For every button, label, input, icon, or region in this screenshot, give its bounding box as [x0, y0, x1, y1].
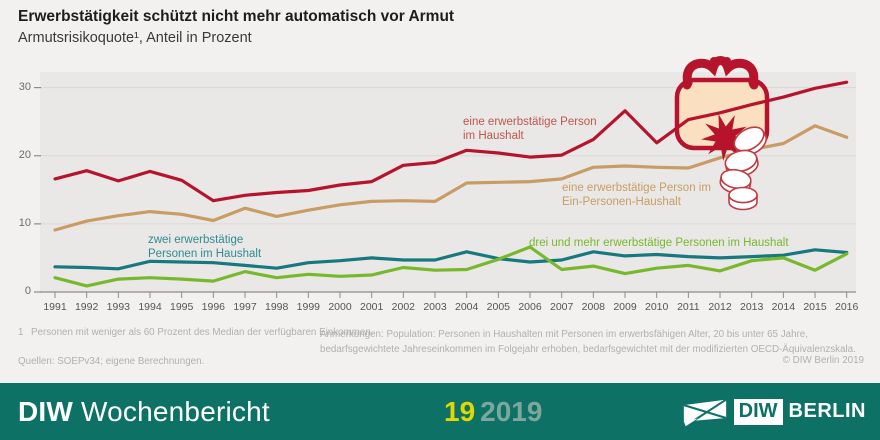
x-axis-tick-label: 2009: [613, 301, 637, 313]
footnote-remarks: Anmerkungen: Population: Personen in Hau…: [320, 329, 856, 355]
issue-number: 19: [444, 395, 476, 427]
x-axis-tick-label: 1991: [43, 301, 67, 313]
issue-year: 2019: [480, 395, 543, 427]
y-axis-tick-label: 10: [18, 216, 31, 229]
x-axis-tick-label: 2016: [835, 301, 859, 313]
x-axis-tick-label: 2002: [391, 301, 416, 313]
x-axis-tick-label: 1996: [201, 301, 225, 313]
x-axis-tick-label: 2008: [581, 301, 606, 313]
x-axis-tick-label: 1998: [264, 301, 289, 313]
chart-subtitle: Armutsrisikoquote¹, Anteil in Prozent: [18, 30, 252, 46]
copyright-notice: © DIW Berlin 2019: [782, 355, 864, 366]
series-label-single-person-household: eine erwerbstätige Person im Ein-Persone…: [562, 182, 711, 208]
logo-berlin-text: BERLIN: [788, 400, 866, 422]
series-label-two-earners: zwei erwerbstätige Personen im Haushalt: [148, 234, 262, 260]
coin-icon: [724, 149, 759, 178]
x-axis-tick-label: 2012: [708, 301, 732, 313]
x-axis-tick-label: 2004: [454, 301, 479, 313]
coin-icon: [733, 126, 768, 156]
x-axis-tick-label: 2005: [486, 301, 511, 313]
x-axis-tick-label: 2010: [645, 301, 669, 313]
coin-icon: [719, 168, 752, 194]
x-axis-tick-label: 1992: [74, 301, 99, 313]
publication-name: DIW Wochenbericht: [18, 395, 270, 427]
x-axis-tick-label: 2000: [328, 301, 352, 313]
logo-diw-text: DIW: [733, 398, 783, 425]
x-axis-tick-label: 1995: [169, 301, 194, 313]
x-axis-tick-label: 2015: [803, 301, 827, 313]
diw-berlin-logo: DIW BERLIN: [682, 397, 866, 427]
x-axis-tick-label: 2001: [359, 301, 384, 313]
series-label-one-earner-household: eine erwerbstätige Person im Haushalt: [463, 116, 597, 142]
footnote-marker: 1: [18, 327, 24, 338]
x-axis-tick-label: 2011: [677, 301, 700, 313]
x-axis-tick-label: 1999: [296, 301, 321, 313]
x-axis-tick-label: 2003: [423, 301, 447, 313]
series-line-0: [53, 80, 849, 203]
x-axis-tick-label: 2006: [518, 301, 542, 313]
x-axis-tick-label: 2007: [550, 301, 574, 313]
footnote-definition: 1 Personen mit weniger als 60 Prozent des…: [18, 327, 374, 338]
line-chart-canvas: [34, 56, 856, 298]
y-axis-tick-label: 30: [18, 80, 31, 93]
issue-label: 19 2019: [444, 396, 542, 428]
footer-banner: DIW Wochenbericht 19 2019 DIW BERLIN: [0, 383, 880, 440]
footnote-sources: Quellen: SOEPv34; eigene Berechnungen.: [18, 356, 205, 367]
coin-icon: [728, 186, 758, 211]
diw-emblem-icon: [683, 398, 727, 426]
x-axis-tick-label: 2014: [771, 301, 796, 313]
x-axis-tick-label: 1997: [233, 301, 257, 313]
x-axis-tick-label: 1993: [106, 301, 130, 313]
x-axis-tick-label: 1994: [138, 301, 162, 313]
series-line-1: [53, 124, 849, 232]
series-label-three-plus-earners: drei und mehr erwerbstätige Personen im …: [529, 237, 789, 249]
y-axis-tick-label: 0: [24, 285, 31, 297]
x-axis-tick-label: 2013: [740, 301, 764, 313]
burst-icon: [701, 113, 749, 161]
y-axis-tick-label: 20: [18, 148, 31, 161]
chart-title: Erwerbstätigkeit schützt nicht mehr auto…: [18, 8, 455, 25]
